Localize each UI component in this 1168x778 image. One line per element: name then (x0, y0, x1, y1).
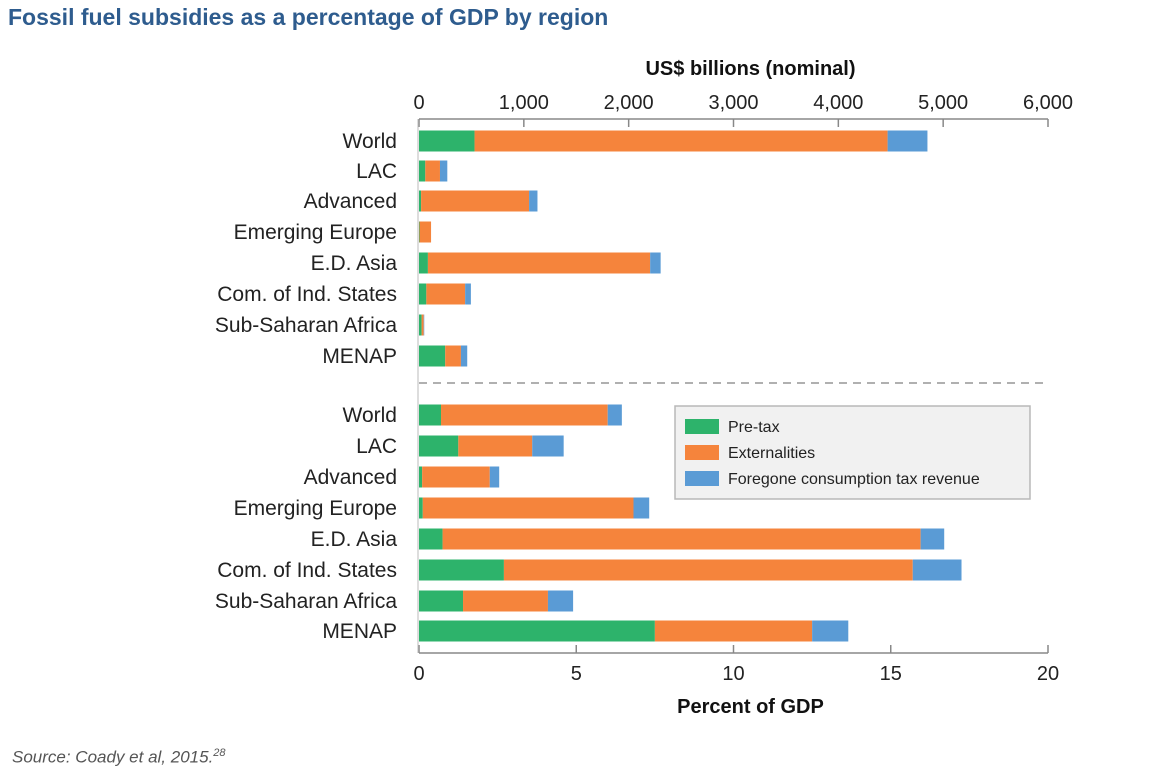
tick-label: 6,000 (1023, 92, 1073, 114)
bar-segment (633, 497, 650, 519)
bar-segment (419, 466, 423, 488)
bar-segment (419, 404, 442, 426)
category-labels: World LAC Advanced Emerging Europe E.D. Asia… (215, 130, 397, 643)
bar-segment (422, 466, 490, 488)
bar-segment (547, 590, 574, 612)
bar-segment (427, 252, 651, 274)
bar-segment (650, 252, 661, 274)
bar-segment (529, 190, 538, 212)
bar-segment (812, 620, 849, 642)
top-axis: 0 1,000 2,000 3,000 4,000 5,000 6,000 US$ billi… (413, 58, 1073, 383)
legend-label: Foregone consumption tax revenue (728, 471, 980, 488)
bar-segment (425, 160, 440, 182)
stacked-bar-chart: 0 1,000 2,000 3,000 4,000 5,000 6,000 US$ billi… (215, 58, 1073, 718)
bar-segment (489, 466, 500, 488)
bottom-axis: 0 5 10 15 20 Percent of GDP (413, 383, 1059, 718)
category-label: E.D. Asia (311, 252, 398, 275)
bar-segment (442, 528, 921, 550)
bar-segment (445, 345, 461, 367)
bar-segment (654, 620, 813, 642)
category-label: Emerging Europe (234, 221, 397, 244)
bar-segment (419, 221, 420, 243)
bar-segment (532, 435, 564, 457)
bar-segment (419, 497, 423, 519)
legend-swatch (685, 445, 719, 460)
bar-segment (607, 404, 622, 426)
bar-segment (503, 559, 913, 581)
bar-segment (419, 590, 464, 612)
category-label: LAC (356, 160, 397, 183)
bar-segment (439, 160, 448, 182)
category-label: Sub-Saharan Africa (215, 590, 397, 613)
bar-segment (419, 160, 426, 182)
bar-segment (419, 345, 446, 367)
tick-label: 3,000 (708, 92, 758, 114)
category-label: MENAP (322, 345, 397, 368)
tick-label: 2,000 (604, 92, 654, 114)
category-label: Sub-Saharan Africa (215, 314, 397, 337)
bar-segment (465, 283, 471, 305)
legend-swatch (685, 419, 719, 434)
bar-segment (463, 590, 548, 612)
bar-segment (419, 528, 443, 550)
bar-segment (419, 221, 432, 243)
category-label: World (343, 130, 397, 153)
bar-segment (419, 314, 422, 336)
category-label: World (343, 404, 397, 427)
chart-title: Fossil fuel subsidies as a percentage of… (8, 4, 609, 30)
legend-label: Externalities (728, 445, 815, 462)
bar-segment (419, 283, 427, 305)
category-label: Com. of Ind. States (217, 283, 397, 306)
tick-label: 5 (571, 663, 582, 685)
axis-title: Percent of GDP (677, 696, 824, 718)
bar-segment (460, 345, 468, 367)
category-label: Emerging Europe (234, 497, 397, 520)
bar-segment (422, 497, 634, 519)
bar-segment (419, 190, 422, 212)
tick-label: 0 (413, 663, 424, 685)
tick-label: 15 (880, 663, 902, 685)
source-note: Source: Coady et al, 2015.28 (12, 747, 226, 768)
tick-label: 5,000 (918, 92, 968, 114)
bar-segment (419, 435, 459, 457)
bar-segment (458, 435, 533, 457)
legend: Pre-tax Externalities Foregone consumption… (674, 405, 1031, 500)
bar-segment (920, 528, 945, 550)
category-label: Advanced (304, 190, 397, 213)
category-label: E.D. Asia (311, 528, 398, 551)
category-label: MENAP (322, 620, 397, 643)
top-bars (419, 130, 928, 367)
source-text: Source: Coady et al, 2015. (12, 747, 214, 767)
category-label: Com. of Ind. States (217, 559, 397, 582)
tick-label: 1,000 (499, 92, 549, 114)
bar-segment (419, 559, 504, 581)
bar-segment (426, 283, 466, 305)
category-label: Advanced (304, 466, 397, 489)
category-label: LAC (356, 435, 397, 458)
tick-label: 4,000 (813, 92, 863, 114)
tick-label: 10 (722, 663, 744, 685)
bar-segment (912, 559, 962, 581)
bar-segment (474, 130, 888, 152)
bar-segment (423, 314, 425, 336)
legend-label: Pre-tax (728, 419, 780, 436)
bar-segment (887, 130, 928, 152)
bar-segment (419, 620, 655, 642)
bar-segment (421, 190, 530, 212)
legend-box (674, 405, 1031, 500)
tick-label: 20 (1037, 663, 1059, 685)
legend-swatch (685, 471, 719, 486)
bar-segment (441, 404, 608, 426)
source-footnote: 28 (213, 747, 226, 759)
axis-title: US$ billions (nominal) (645, 58, 855, 80)
bar-segment (419, 130, 475, 152)
bottom-bars (419, 404, 962, 642)
bar-segment (419, 252, 428, 274)
bar-segment (421, 314, 424, 336)
tick-label: 0 (413, 92, 424, 114)
